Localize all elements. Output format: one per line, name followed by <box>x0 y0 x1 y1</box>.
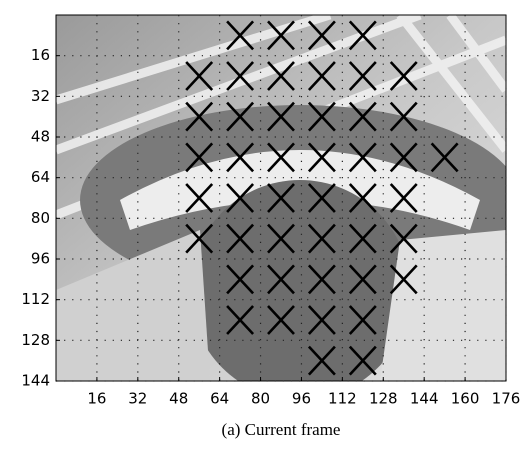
x-tick-label: 64 <box>210 390 229 408</box>
y-tick-label: 128 <box>21 331 50 349</box>
x-tick-label: 32 <box>128 390 147 408</box>
x-tick-label: 80 <box>251 390 270 408</box>
y-tick-label: 96 <box>31 250 50 268</box>
x-tick-label: 112 <box>328 390 357 408</box>
x-tick-label: 48 <box>169 390 188 408</box>
y-tick-label: 64 <box>31 168 50 186</box>
figure: (a) Current frame 16 32 48 64 80 96 112 128 144 1… <box>0 0 526 449</box>
x-tick-label: 96 <box>292 390 311 408</box>
x-tick-label: 160 <box>451 390 480 408</box>
x-tick-label: 16 <box>87 390 106 408</box>
y-tick-label: 144 <box>21 372 50 390</box>
x-tick-label: 128 <box>369 390 398 408</box>
y-tick-label: 112 <box>21 290 50 308</box>
y-tick-label: 32 <box>31 87 50 105</box>
caption: (a) Current frame <box>222 420 341 439</box>
photo-background <box>56 15 520 400</box>
x-tick-label: 144 <box>410 390 439 408</box>
y-tick-label: 48 <box>31 128 50 146</box>
x-tick-label: 176 <box>492 390 521 408</box>
y-tick-label: 80 <box>31 209 50 227</box>
y-tick-label: 16 <box>31 46 50 64</box>
